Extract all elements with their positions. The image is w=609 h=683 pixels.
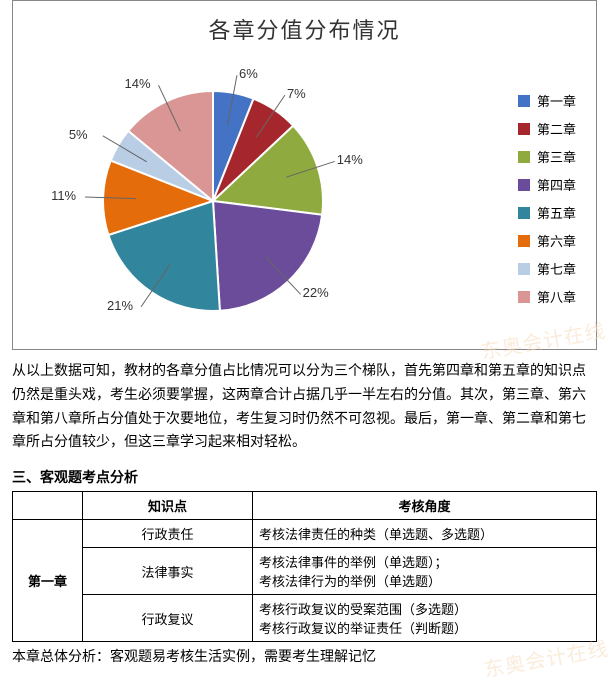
legend-swatch — [518, 291, 530, 303]
table-row: 第一章行政责任考核法律责任的种类（单选题、多选题） — [13, 520, 597, 548]
pie-pct-label: 22% — [303, 285, 329, 300]
legend-label: 第七章 — [537, 259, 576, 278]
legend-item: 第六章 — [518, 231, 576, 250]
legend-label: 第八章 — [537, 287, 576, 306]
col-point: 知识点 — [83, 492, 253, 520]
legend-label: 第六章 — [537, 231, 576, 250]
legend-label: 第一章 — [537, 91, 576, 110]
legend-swatch — [518, 207, 530, 219]
legend-item: 第二章 — [518, 119, 576, 138]
analysis-paragraph: 从以上数据可知，教材的各章分值占比情况可以分为三个梯队，首先第四章和第五章的知识… — [12, 360, 597, 455]
legend-swatch — [518, 235, 530, 247]
legend-swatch — [518, 179, 530, 191]
point-cell: 行政复议 — [83, 595, 253, 642]
chapter-cell: 第一章 — [13, 520, 83, 642]
pie-pct-label: 7% — [287, 86, 306, 101]
angle-cell: 考核法律责任的种类（单选题、多选题） — [253, 520, 597, 548]
pie-pct-label: 14% — [125, 76, 151, 91]
table-row: 行政复议考核行政复议的受案范围（多选题）考核行政复议的举证责任（判断题） — [13, 595, 597, 642]
legend-swatch — [518, 151, 530, 163]
legend-label: 第二章 — [537, 119, 576, 138]
pie-pct-label: 6% — [239, 66, 258, 81]
legend-item: 第七章 — [518, 259, 576, 278]
angle-cell: 考核法律事件的举例（单选题）；考核法律行为的举例（单选题） — [253, 548, 597, 595]
pie-pct-label: 11% — [51, 188, 76, 203]
pie-pct-label: 21% — [107, 298, 133, 313]
pie-pct-label: 14% — [337, 152, 363, 167]
table-row: 法律事实考核法律事件的举例（单选题）；考核法律行为的举例（单选题） — [13, 548, 597, 595]
legend-label: 第五章 — [537, 203, 576, 222]
legend-label: 第三章 — [537, 147, 576, 166]
chapter-summary: 本章总体分析：客观题易考核生活实例，需要考生理解记忆 — [12, 646, 597, 666]
legend-item: 第五章 — [518, 203, 576, 222]
legend-swatch — [518, 95, 530, 107]
section-heading: 三、客观题考点分析 — [12, 467, 597, 487]
legend: 第一章第二章第三章第四章第五章第六章第七章第八章 — [518, 91, 576, 315]
legend-item: 第三章 — [518, 147, 576, 166]
legend-swatch — [518, 263, 530, 275]
point-cell: 行政责任 — [83, 520, 253, 548]
col-blank — [13, 492, 83, 520]
point-cell: 法律事实 — [83, 548, 253, 595]
legend-item: 第四章 — [518, 175, 576, 194]
legend-label: 第四章 — [537, 175, 576, 194]
analysis-table: 知识点 考核角度 第一章行政责任考核法律责任的种类（单选题、多选题）法律事实考核… — [12, 491, 597, 642]
legend-item: 第八章 — [518, 287, 576, 306]
legend-swatch — [518, 123, 530, 135]
pie-pct-label: 5% — [69, 127, 88, 142]
col-angle: 考核角度 — [253, 492, 597, 520]
legend-item: 第一章 — [518, 91, 576, 110]
angle-cell: 考核行政复议的受案范围（多选题）考核行政复议的举证责任（判断题） — [253, 595, 597, 642]
chart-container: 各章分值分布情况 6%7%14%22%21%11%5%14% 第一章第二章第三章… — [12, 0, 597, 350]
